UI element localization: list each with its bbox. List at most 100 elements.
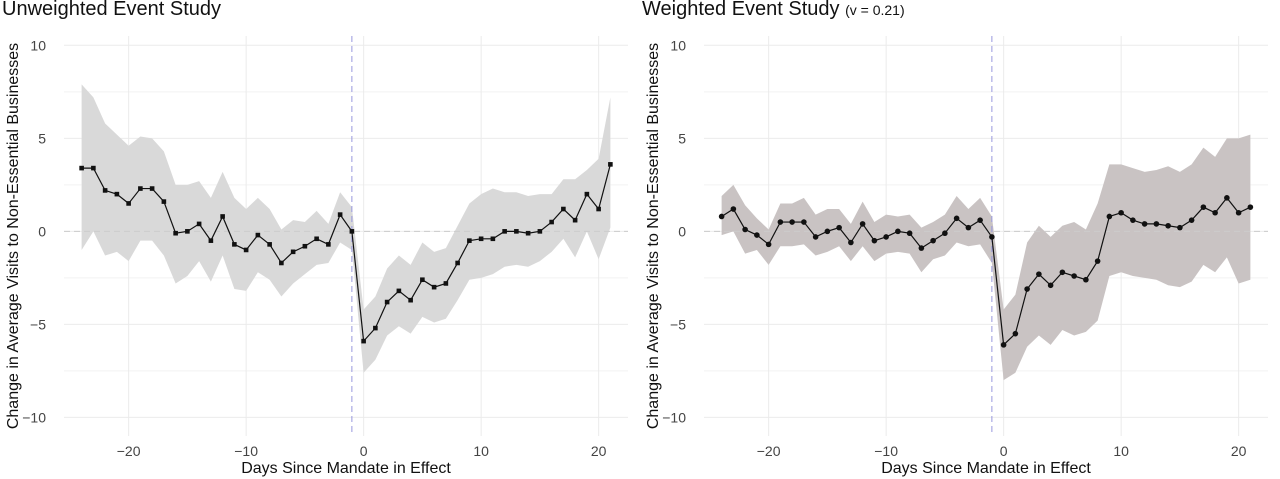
x-tick-label: −10: [234, 443, 258, 459]
data-point: [431, 284, 437, 290]
data-point: [777, 219, 784, 225]
data-point: [79, 165, 84, 171]
x-tick-label: 0: [1000, 443, 1008, 459]
data-point: [149, 186, 155, 191]
estimate-line: [81, 164, 611, 343]
y-axis-label: Change in Average Visits to Non-Essentia…: [5, 43, 22, 429]
data-point: [337, 212, 343, 217]
data-point: [549, 219, 554, 225]
data-point: [1153, 221, 1160, 227]
data-point: [232, 242, 237, 247]
data-point: [1165, 222, 1171, 229]
y-tick-label: 0: [678, 223, 686, 239]
y-tick-label: 10: [670, 37, 686, 53]
x-tick-label: −10: [874, 443, 898, 459]
data-point: [420, 277, 425, 283]
data-point: [930, 237, 936, 244]
x-tick-label: −20: [757, 443, 781, 459]
chart-weighted: −20 −10 0 10 20 −10 −5 0 5 10 Days Since Mandate i…: [645, 36, 1268, 477]
data-point: [1106, 213, 1113, 220]
data-point: [196, 221, 202, 227]
data-point: [608, 162, 613, 167]
data-point: [114, 191, 120, 197]
confidence-ribbon: [721, 134, 1251, 381]
x-tick-label: 10: [473, 443, 489, 459]
data-point: [467, 238, 472, 243]
data-point: [895, 228, 901, 235]
data-point: [742, 226, 748, 233]
data-point: [161, 199, 167, 204]
y-tick-label: −10: [22, 409, 46, 425]
y-tick-label: −5: [30, 316, 46, 332]
chart-unweighted: −20 −10 0 10 20 −10 −5 0 5 10 Days Since Mandate i…: [5, 36, 628, 477]
data-point: [965, 224, 972, 231]
data-point: [408, 297, 413, 303]
data-point: [730, 206, 737, 212]
data-point: [91, 165, 96, 171]
data-point: [1059, 269, 1066, 276]
data-point: [267, 242, 272, 247]
data-point: [1188, 217, 1195, 223]
data-point: [1141, 221, 1148, 227]
data-point: [918, 245, 925, 251]
x-tick-label: 10: [1113, 443, 1129, 459]
data-point: [836, 224, 842, 231]
x-tick-label: −20: [117, 443, 141, 459]
x-tick-label: 0: [360, 443, 368, 459]
data-point: [126, 201, 131, 206]
data-point: [314, 236, 319, 242]
y-tick-label: 5: [38, 130, 46, 146]
data-point: [349, 229, 355, 234]
data-point: [812, 234, 819, 240]
data-point: [255, 232, 261, 238]
x-axis-label: Days Since Mandate in Effect: [881, 460, 1091, 477]
y-tick-label: −5: [670, 316, 686, 332]
confidence-ribbon: [81, 84, 611, 373]
data-point: [1247, 204, 1254, 210]
data-point: [1224, 195, 1230, 201]
data-point: [1047, 282, 1054, 289]
data-point: [824, 228, 831, 235]
chart-title: Unweighted Event Study: [2, 0, 222, 20]
data-point: [1094, 258, 1101, 264]
data-point: [1200, 204, 1207, 210]
y-tick-label: −10: [662, 409, 686, 425]
data-point: [290, 249, 296, 255]
data-point: [584, 191, 590, 197]
data-point: [789, 219, 795, 225]
data-point: [138, 186, 143, 191]
data-point: [326, 242, 331, 247]
data-point: [718, 213, 725, 220]
chart-panel-weighted: Weighted Event Study (v = 0.21) −20 −10 0 1…: [640, 0, 1280, 479]
data-point: [906, 230, 913, 237]
data-point: [1012, 330, 1019, 337]
data-point: [173, 230, 178, 236]
x-tick-label: 20: [1231, 443, 1247, 459]
data-point: [490, 236, 496, 242]
data-point: [765, 241, 772, 248]
data-point: [514, 229, 519, 234]
data-point: [1130, 217, 1136, 223]
data-point: [1212, 209, 1218, 216]
data-point: [373, 325, 378, 331]
data-point: [279, 260, 284, 266]
x-axis-label: Days Since Mandate in Effect: [241, 460, 451, 477]
data-point: [525, 230, 531, 236]
data-point: [989, 234, 995, 240]
data-point: [208, 238, 214, 243]
data-point: [243, 247, 249, 253]
data-point: [1177, 224, 1183, 231]
data-point: [977, 217, 983, 223]
data-point: [455, 260, 460, 266]
data-point: [859, 221, 866, 227]
data-point: [596, 206, 601, 212]
data-point: [1071, 273, 1077, 279]
data-point: [1083, 276, 1089, 283]
data-point: [1024, 286, 1030, 292]
data-point: [302, 243, 308, 249]
data-point: [220, 214, 225, 219]
chart-panel-unweighted: Unweighted Event Study −20 −10 0 10 20 −10 −5 0…: [2, 0, 628, 477]
data-point: [572, 217, 578, 223]
data-point: [1036, 271, 1042, 277]
data-point: [561, 206, 566, 212]
